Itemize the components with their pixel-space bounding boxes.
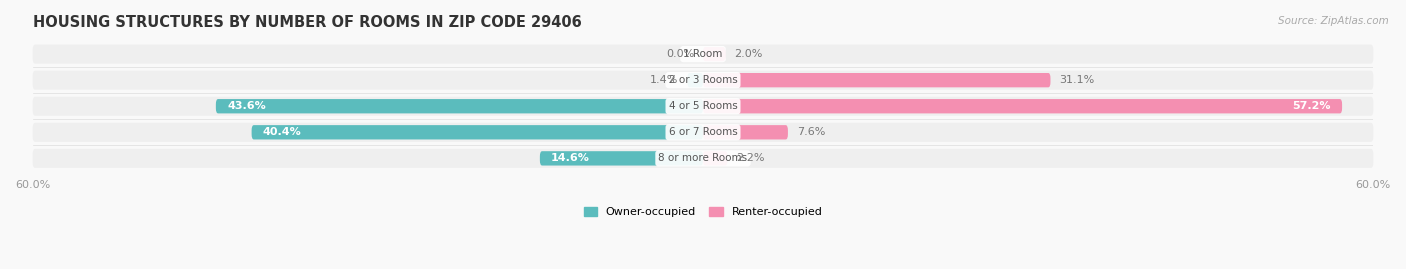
Text: 0.0%: 0.0%: [666, 49, 695, 59]
FancyBboxPatch shape: [252, 125, 703, 139]
Text: 2.0%: 2.0%: [734, 49, 762, 59]
Text: 14.6%: 14.6%: [551, 153, 591, 163]
FancyBboxPatch shape: [703, 47, 725, 61]
FancyBboxPatch shape: [688, 73, 703, 87]
Text: Source: ZipAtlas.com: Source: ZipAtlas.com: [1278, 16, 1389, 26]
Text: 7.6%: 7.6%: [797, 127, 825, 137]
Text: 8 or more Rooms: 8 or more Rooms: [658, 153, 748, 163]
Text: 6 or 7 Rooms: 6 or 7 Rooms: [669, 127, 737, 137]
Text: HOUSING STRUCTURES BY NUMBER OF ROOMS IN ZIP CODE 29406: HOUSING STRUCTURES BY NUMBER OF ROOMS IN…: [32, 15, 581, 30]
FancyBboxPatch shape: [32, 71, 1374, 90]
Text: 1.4%: 1.4%: [650, 75, 679, 85]
Text: 31.1%: 31.1%: [1059, 75, 1095, 85]
FancyBboxPatch shape: [703, 73, 1050, 87]
Text: 43.6%: 43.6%: [226, 101, 266, 111]
FancyBboxPatch shape: [703, 99, 1343, 114]
FancyBboxPatch shape: [32, 97, 1374, 116]
Text: 4 or 5 Rooms: 4 or 5 Rooms: [669, 101, 737, 111]
FancyBboxPatch shape: [703, 151, 727, 165]
FancyBboxPatch shape: [32, 123, 1374, 142]
Text: 2.2%: 2.2%: [737, 153, 765, 163]
Text: 2 or 3 Rooms: 2 or 3 Rooms: [669, 75, 737, 85]
Text: 57.2%: 57.2%: [1292, 101, 1331, 111]
Text: 1 Room: 1 Room: [683, 49, 723, 59]
Text: 40.4%: 40.4%: [263, 127, 301, 137]
FancyBboxPatch shape: [32, 149, 1374, 168]
FancyBboxPatch shape: [32, 45, 1374, 63]
FancyBboxPatch shape: [217, 99, 703, 114]
FancyBboxPatch shape: [540, 151, 703, 165]
FancyBboxPatch shape: [703, 125, 787, 139]
Legend: Owner-occupied, Renter-occupied: Owner-occupied, Renter-occupied: [583, 207, 823, 217]
